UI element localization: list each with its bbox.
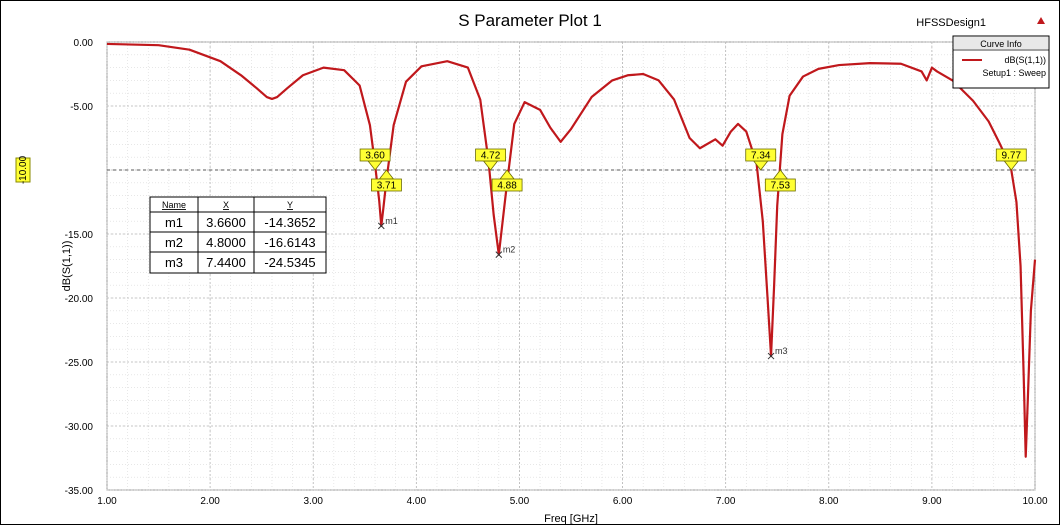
- crossing-tag: [995, 148, 1027, 162]
- y-axis-ticks: 0.00 -5.00 -15.00 -20.00 -25.00 -30.00 -35.00: [65, 38, 94, 497]
- x-tick-label: 6.00: [613, 496, 633, 507]
- table-cell: m2: [165, 235, 183, 250]
- legend-entry-sub: Setup1 : Sweep: [982, 68, 1046, 78]
- table-cell: 3.6600: [206, 215, 246, 230]
- crossing-tag: [359, 148, 391, 162]
- series-line-dB-S11[interactable]: [106, 42, 1037, 458]
- crossing-tag: [745, 148, 777, 162]
- x-tick-label: 7.00: [716, 496, 736, 507]
- crossing-marker[interactable]: 4.88: [491, 169, 523, 192]
- x-tick-label: 3.00: [303, 496, 323, 507]
- x-axis-label: Freq [GHz]: [544, 513, 598, 525]
- y-tick-label: 0.00: [74, 38, 94, 49]
- x-tick-label: 5.00: [510, 496, 530, 507]
- table-cell: m3: [165, 255, 183, 270]
- design-name: HFSSDesign1: [916, 17, 986, 29]
- table-cell: m1: [165, 215, 183, 230]
- crossing-tag: [475, 148, 506, 162]
- plot-title: S Parameter Plot 1: [458, 11, 602, 30]
- marker-label: m3: [775, 346, 788, 356]
- marker-point[interactable]: [495, 251, 503, 259]
- reference-label-text: -10.00: [18, 155, 29, 184]
- x-tick-label: 10.00: [1022, 496, 1047, 507]
- y-axis-label: dB(S(1,1)): [61, 241, 73, 292]
- marker-label: m2: [503, 245, 516, 255]
- legend-entry-name: dB(S(1,1)): [1004, 55, 1046, 65]
- x-axis-ticks: 1.00 2.00 3.00 4.00 5.00 6.00 7.00 8.00 9.00 10.0…: [97, 496, 1048, 507]
- marker-table[interactable]: Name X Y m1 3.6600 -14.3652 m2 4.8000 -1…: [149, 196, 327, 274]
- table-cell: 7.4400: [206, 255, 246, 270]
- crossing-label: 4.72: [481, 151, 501, 162]
- table-cell: -14.3652: [264, 215, 315, 230]
- x-tick-label: 4.00: [407, 496, 427, 507]
- crossing-label: 3.71: [377, 181, 397, 192]
- x-tick-label: 8.00: [819, 496, 839, 507]
- table-cell: -16.6143: [264, 235, 315, 250]
- table-cell: 4.8000: [206, 235, 246, 250]
- crossing-marker[interactable]: 3.60: [359, 148, 391, 171]
- table-header-name: Name: [162, 200, 186, 210]
- crossing-label: 9.77: [1002, 151, 1022, 162]
- y-tick-label: -15.00: [65, 230, 94, 241]
- y-tick-label: -35.00: [65, 486, 94, 497]
- crossing-marker[interactable]: 7.34: [745, 148, 777, 171]
- y-tick-label: -20.00: [65, 294, 94, 305]
- reference-label-box: [15, 157, 31, 183]
- crossing-marker[interactable]: 7.53: [764, 169, 796, 192]
- crossing-label: 7.53: [771, 181, 791, 192]
- crossing-marker[interactable]: 4.72: [475, 148, 506, 171]
- crossing-markers: 3.60 3.71 4.72 4.88 7.34 7.53 9.77: [359, 148, 1027, 192]
- table-header-x: X: [223, 200, 229, 210]
- y-tick-label: -25.00: [65, 358, 94, 369]
- legend-curve-info[interactable]: Curve Info dB(S(1,1)) Setup1 : Sweep: [952, 35, 1050, 89]
- crossing-marker[interactable]: 9.77: [995, 148, 1027, 171]
- table-header-y: Y: [287, 200, 293, 210]
- crossing-tag: [764, 178, 796, 192]
- crossing-label: 7.34: [751, 151, 771, 162]
- marker-point[interactable]: [767, 352, 775, 360]
- marker-point[interactable]: [377, 222, 385, 230]
- y-tick-label: -5.00: [70, 102, 93, 113]
- marker-table-frame: [149, 196, 327, 274]
- reference-line-label: -10.00: [15, 155, 31, 184]
- crossing-marker[interactable]: 3.71: [371, 169, 402, 192]
- crossing-tag: [491, 178, 523, 192]
- y-tick-label: -30.00: [65, 422, 94, 433]
- x-tick-label: 9.00: [922, 496, 942, 507]
- marker-label: m1: [385, 216, 398, 226]
- crossing-label: 4.88: [497, 181, 517, 192]
- x-tick-label: 2.00: [200, 496, 220, 507]
- table-cell: -24.5345: [264, 255, 315, 270]
- crossing-label: 3.60: [365, 151, 385, 162]
- triangle-up-icon[interactable]: [1037, 17, 1045, 24]
- crossing-tag: [371, 178, 402, 192]
- legend-title: Curve Info: [980, 39, 1022, 49]
- marker-points: m1 m2 m3: [377, 216, 788, 360]
- x-tick-label: 1.00: [97, 496, 117, 507]
